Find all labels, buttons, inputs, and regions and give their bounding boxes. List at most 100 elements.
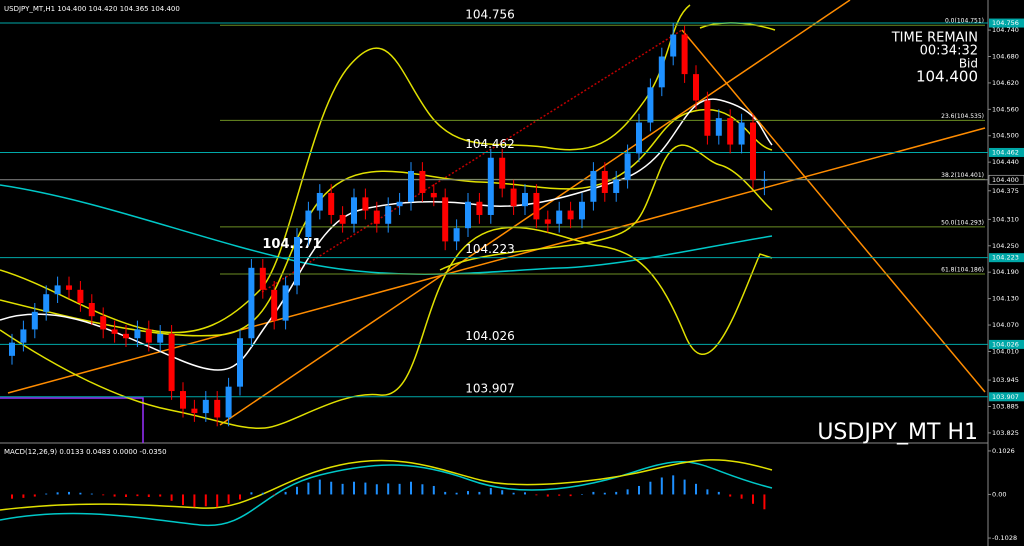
macd-bar bbox=[455, 492, 458, 495]
candle-body bbox=[510, 188, 517, 207]
candle-body bbox=[123, 333, 129, 339]
macd-bar bbox=[752, 494, 754, 504]
candle-body bbox=[715, 118, 722, 136]
candle-body bbox=[704, 100, 711, 136]
macd-bar bbox=[706, 489, 709, 495]
level-label: 104.462 bbox=[465, 137, 515, 151]
candle-body bbox=[430, 192, 437, 198]
candle-body bbox=[362, 197, 369, 211]
macd-bar bbox=[683, 479, 686, 495]
candle-body bbox=[419, 170, 426, 193]
candle-body bbox=[647, 87, 654, 123]
level-tag bbox=[989, 339, 1024, 349]
level-label: 104.756 bbox=[465, 8, 515, 22]
macd-label: MACD(12,26,9) 0.0133 0.0483 0.0000 -0.03… bbox=[4, 448, 167, 456]
macd-tick-label: -0.1028 bbox=[992, 534, 1017, 542]
y-tick-label: 104.500 bbox=[992, 132, 1019, 140]
candle-body bbox=[271, 289, 278, 321]
candle-body bbox=[499, 157, 506, 189]
macd-bar bbox=[11, 494, 13, 499]
fib-label: 23.6(104.535) bbox=[941, 113, 984, 120]
y-tick-label: 103.825 bbox=[992, 429, 1019, 437]
y-tick-label: 104.250 bbox=[992, 242, 1019, 250]
macd-bar bbox=[318, 479, 321, 495]
macd-bar bbox=[558, 494, 561, 496]
candle-body bbox=[590, 170, 597, 202]
candle-body bbox=[180, 391, 186, 409]
y-tick-label: 104.310 bbox=[992, 215, 1019, 223]
candle-body bbox=[328, 192, 335, 215]
candle-body bbox=[316, 192, 323, 211]
candle-body bbox=[202, 399, 209, 414]
macd-bar bbox=[638, 485, 640, 495]
macd-bar bbox=[193, 494, 196, 508]
macd-bar bbox=[432, 485, 435, 495]
y-tick-label: 104.375 bbox=[992, 187, 1019, 195]
macd-bar bbox=[569, 494, 572, 497]
macd-bar bbox=[136, 494, 139, 497]
fib-label: 38.2(104.401) bbox=[941, 172, 984, 179]
candle-body bbox=[624, 153, 631, 180]
macd-bar bbox=[68, 491, 70, 495]
candle-body bbox=[681, 34, 688, 75]
macd-bar bbox=[182, 494, 184, 506]
macd-bar bbox=[546, 494, 549, 497]
candle-body bbox=[134, 329, 141, 339]
level-tag-label: 104.223 bbox=[992, 254, 1019, 262]
candle-body bbox=[248, 267, 255, 339]
macd-bar bbox=[113, 494, 116, 497]
bid-value: 104.400 bbox=[916, 68, 978, 86]
y-tick-label: 104.680 bbox=[992, 53, 1019, 61]
candle-body bbox=[214, 399, 221, 418]
header: USDJPY_MT,H1 104.400 104.420 104.365 104… bbox=[4, 5, 180, 13]
candle-body bbox=[373, 210, 380, 224]
macd-bar bbox=[444, 491, 447, 495]
symbol-label: USDJPY_MT H1 bbox=[817, 420, 978, 445]
macd-bar bbox=[90, 493, 93, 495]
level-label: 103.907 bbox=[465, 381, 515, 395]
candle-body bbox=[339, 214, 346, 224]
y-tick-label: 104.740 bbox=[992, 26, 1019, 34]
macd-bar bbox=[660, 477, 663, 495]
level-tag-label: 103.907 bbox=[992, 393, 1019, 401]
macd-bar bbox=[22, 494, 25, 498]
candle-body bbox=[157, 333, 164, 343]
macd-bar bbox=[353, 481, 355, 495]
signal-line bbox=[0, 459, 773, 511]
band-inner bbox=[439, 144, 773, 271]
y-tick-label: 104.560 bbox=[992, 105, 1019, 113]
candle-body bbox=[544, 219, 551, 224]
macd-bar bbox=[489, 488, 492, 495]
macd-bar bbox=[147, 494, 150, 497]
level-label: 104.026 bbox=[465, 329, 515, 343]
macd-bar bbox=[79, 492, 82, 495]
candle-body bbox=[191, 408, 198, 414]
candle-body bbox=[636, 122, 642, 154]
candle-body bbox=[750, 122, 756, 180]
macd-bar bbox=[467, 491, 469, 495]
candle-body bbox=[465, 201, 471, 229]
y-tick-label: 103.945 bbox=[992, 376, 1019, 384]
candle-body bbox=[145, 329, 152, 343]
candle-body bbox=[476, 201, 483, 215]
candle-body bbox=[168, 333, 175, 392]
candle-body bbox=[305, 210, 312, 237]
macd-bar bbox=[603, 492, 606, 495]
candle-body bbox=[579, 201, 585, 220]
macd-bar bbox=[615, 491, 618, 495]
y-tick-label: 103.885 bbox=[992, 402, 1019, 410]
candle-body bbox=[100, 316, 107, 330]
level-tag bbox=[989, 253, 1024, 263]
candle-body bbox=[237, 338, 243, 387]
candle-body bbox=[613, 179, 620, 193]
macd-bar bbox=[501, 490, 504, 495]
y-tick-label: 104.190 bbox=[992, 268, 1019, 276]
y-tick-label: 104.010 bbox=[992, 347, 1019, 355]
macd-bar bbox=[581, 494, 583, 495]
candle-body bbox=[442, 197, 449, 242]
candle-body bbox=[66, 285, 72, 290]
level-label: 104.223 bbox=[465, 242, 515, 256]
macd-bar bbox=[421, 484, 424, 495]
candle-body bbox=[43, 294, 50, 312]
